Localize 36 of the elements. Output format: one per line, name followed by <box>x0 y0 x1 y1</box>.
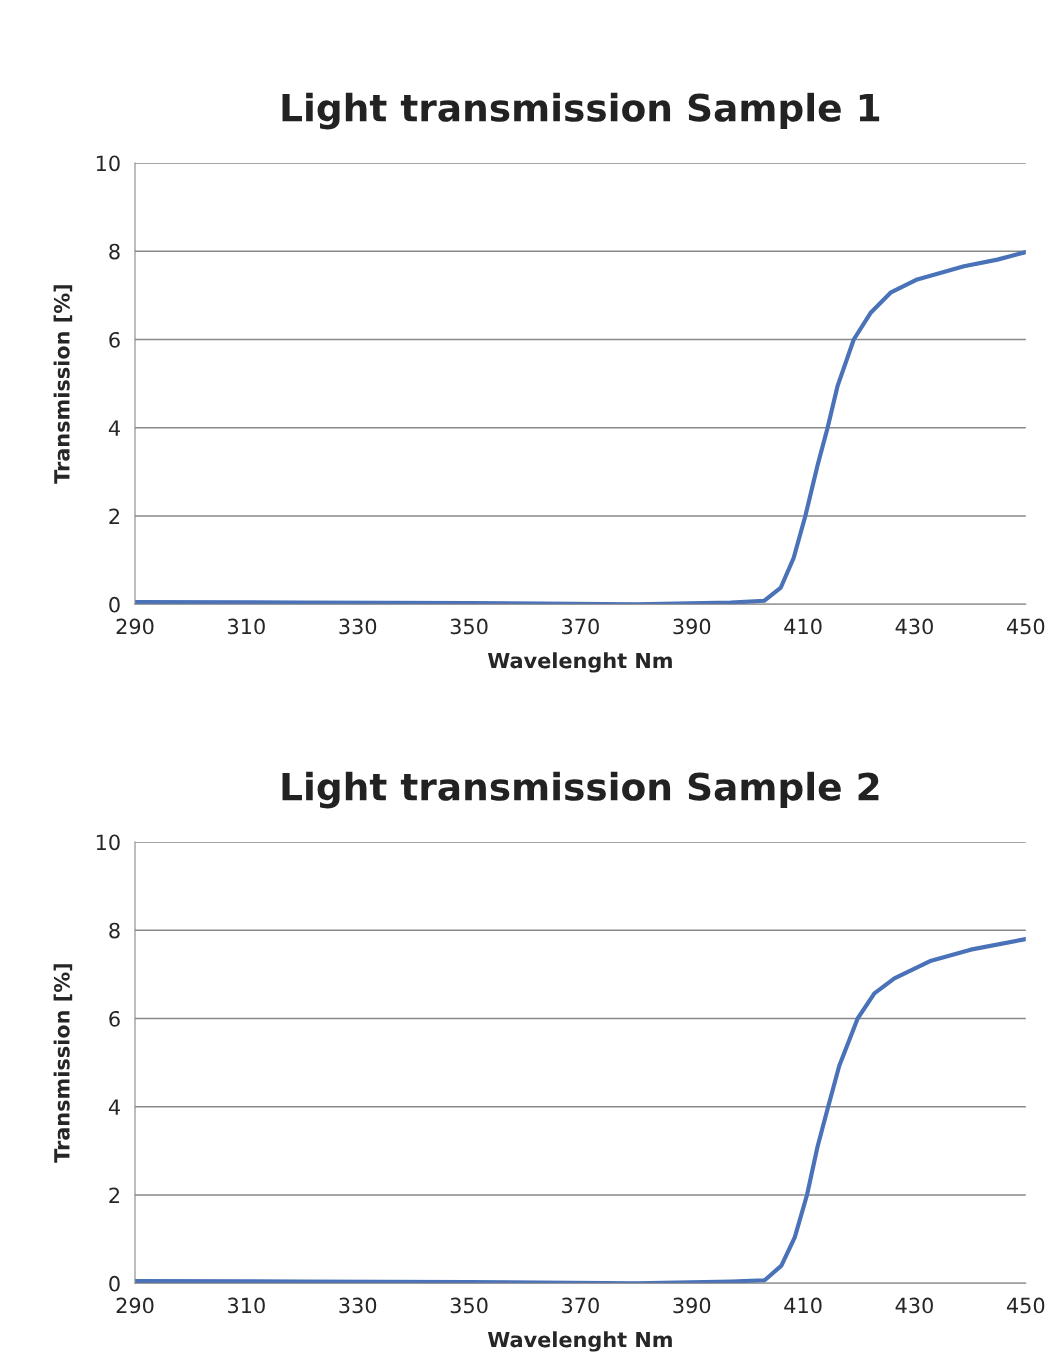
x-tick-label: 330 <box>339 618 377 635</box>
chart-title: Light transmission Sample 2 <box>282 771 879 809</box>
y-tick-label: 0 <box>109 1275 120 1292</box>
x-axis-title: Wavelenght Nm <box>487 652 672 673</box>
x-tick-label: 310 <box>228 1297 265 1314</box>
x-axis-title: Wavelenght Nm <box>487 1331 672 1352</box>
x-tick-label: 310 <box>228 618 265 635</box>
y-tick-label: 2 <box>109 1187 120 1203</box>
x-tick-label: 430 <box>895 1297 933 1314</box>
x-tick-label: 390 <box>673 1297 711 1314</box>
y-tick-label: 8 <box>109 922 120 939</box>
x-tick-label: 450 <box>1006 618 1045 635</box>
y-tick-label: 8 <box>109 243 120 260</box>
y-tick-label: 4 <box>108 420 120 436</box>
x-tick-label: 290 <box>116 1297 154 1314</box>
y-tick-label: 6 <box>109 1010 120 1027</box>
x-tick-label: 410 <box>784 618 822 635</box>
x-tick-label: 350 <box>450 1297 488 1314</box>
x-tick-label: 290 <box>116 618 154 635</box>
x-tick-label: 370 <box>562 618 599 635</box>
y-tick-label: 10 <box>96 834 120 851</box>
y-tick-label: 0 <box>109 596 120 613</box>
x-tick-label: 350 <box>450 618 488 635</box>
y-tick-label: 10 <box>96 155 120 172</box>
y-axis-title: Transmission [%] <box>53 285 73 484</box>
x-tick-label: 330 <box>339 1297 377 1314</box>
x-tick-label: 370 <box>562 1297 599 1314</box>
x-tick-label: 430 <box>895 618 933 635</box>
y-tick-label: 6 <box>109 331 120 348</box>
y-axis-title: Transmission [%] <box>53 964 73 1163</box>
chart-title: Light transmission Sample 1 <box>282 92 880 130</box>
x-tick-label: 390 <box>673 618 711 635</box>
x-tick-label: 450 <box>1006 1297 1045 1314</box>
y-tick-label: 4 <box>108 1099 120 1115</box>
y-tick-label: 2 <box>109 508 120 524</box>
x-tick-label: 410 <box>784 1297 822 1314</box>
